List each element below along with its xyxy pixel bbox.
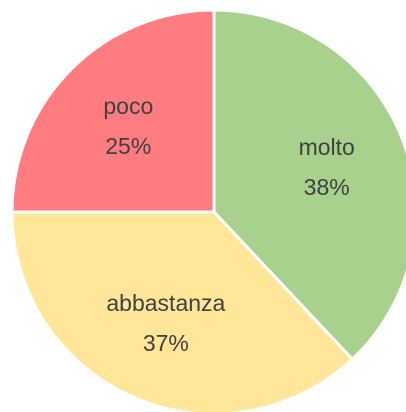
category-label: poco [103, 93, 154, 120]
value-label: 38% [303, 174, 350, 201]
slice-label: molto 38% [262, 97, 392, 237]
label-box: poco 25% [63, 56, 193, 196]
pie-slice [10, 210, 354, 412]
label-box: molto 38% [262, 97, 392, 237]
value-label: 25% [105, 133, 152, 160]
pie-slice [212, 8, 406, 361]
pie-slice [10, 8, 216, 214]
category-label: molto [298, 134, 355, 161]
category-label: abbastanza [106, 290, 226, 317]
slice-label: abbastanza 37% [101, 253, 231, 393]
label-box: abbastanza 37% [101, 253, 231, 393]
value-label: 37% [142, 330, 189, 357]
slice-label: poco 25% [63, 56, 193, 196]
